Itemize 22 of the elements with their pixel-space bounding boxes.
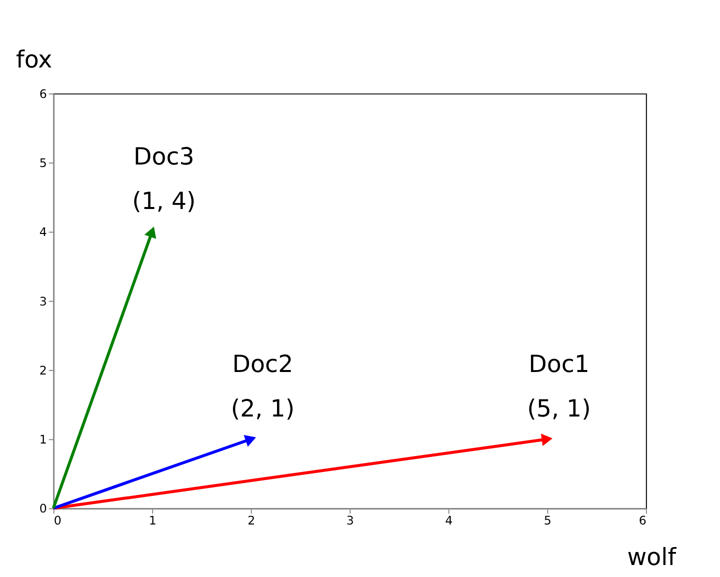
annotation: (2, 1) — [230, 394, 295, 422]
annotation: Doc1 — [528, 350, 590, 378]
x-tick-label: 5 — [544, 514, 552, 528]
y-tick-label: 3 — [39, 294, 47, 308]
y-tick-label: 0 — [39, 502, 47, 516]
x-tick-label: 6 — [638, 514, 646, 528]
annotation: (1, 4) — [132, 187, 196, 215]
y-tick-label: 4 — [39, 225, 47, 240]
y-tick-label: 2 — [39, 363, 47, 378]
y-tick-label: 1 — [39, 432, 47, 447]
x-tick-label: 2 — [248, 514, 256, 528]
y-tick-label: 5 — [39, 156, 47, 170]
y-tick-label: 6 — [39, 86, 47, 101]
x-axis-title: wolf — [627, 543, 677, 572]
y-axis-title: fox — [16, 45, 52, 74]
x-tick-label: 1 — [148, 514, 156, 528]
annotation: (5, 1) — [527, 394, 591, 422]
annotation: Doc3 — [134, 142, 194, 171]
annotation: Doc2 — [232, 350, 294, 378]
x-tick-label: 3 — [346, 514, 354, 528]
x-tick-label: 4 — [445, 514, 453, 528]
x-tick-label: 0 — [54, 514, 62, 528]
